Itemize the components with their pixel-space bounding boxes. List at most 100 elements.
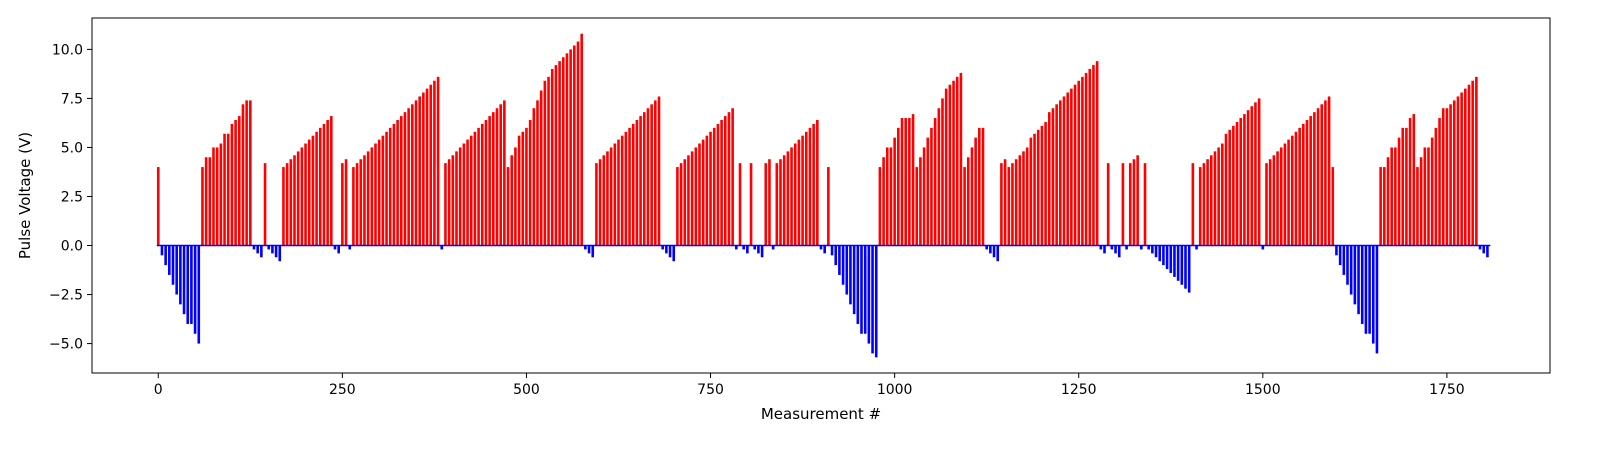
bar bbox=[705, 135, 709, 246]
bar bbox=[208, 157, 212, 246]
plot-frame bbox=[91, 17, 1551, 374]
bar bbox=[1081, 76, 1084, 246]
bar bbox=[723, 116, 727, 246]
bar bbox=[665, 245, 668, 254]
bar bbox=[1062, 96, 1066, 246]
bar bbox=[1033, 133, 1036, 246]
x-tick-label: 1000 bbox=[877, 382, 913, 398]
bar bbox=[926, 137, 930, 246]
bar bbox=[694, 147, 698, 246]
bar bbox=[492, 112, 495, 246]
bar bbox=[1309, 116, 1312, 246]
bar bbox=[1478, 245, 1482, 250]
bar bbox=[352, 167, 355, 246]
bar bbox=[1394, 147, 1397, 246]
bar bbox=[223, 133, 226, 246]
bar bbox=[878, 167, 882, 246]
y-tick-label: 5.0 bbox=[61, 140, 83, 156]
bar bbox=[1456, 96, 1460, 246]
bar bbox=[186, 245, 190, 324]
bar bbox=[160, 245, 164, 256]
bar bbox=[1088, 68, 1092, 246]
bar bbox=[525, 127, 528, 246]
bar bbox=[996, 245, 1000, 262]
bar bbox=[687, 155, 690, 246]
bar bbox=[469, 135, 473, 246]
bar bbox=[495, 108, 499, 246]
bar bbox=[1221, 143, 1224, 246]
bar bbox=[613, 143, 617, 246]
bar bbox=[804, 131, 808, 246]
bar bbox=[959, 72, 963, 246]
bar bbox=[1460, 92, 1463, 246]
bar bbox=[989, 245, 992, 254]
bar bbox=[1106, 163, 1110, 246]
bar bbox=[322, 123, 326, 246]
bar bbox=[1349, 245, 1353, 295]
bar bbox=[1475, 76, 1478, 246]
bar bbox=[1213, 151, 1217, 246]
bar bbox=[418, 96, 421, 246]
bar bbox=[1257, 98, 1261, 246]
bar bbox=[701, 139, 705, 246]
bar bbox=[554, 65, 558, 246]
bar bbox=[1331, 167, 1335, 246]
bar bbox=[282, 167, 285, 246]
bar bbox=[587, 245, 591, 254]
bar bbox=[746, 245, 749, 254]
bar bbox=[330, 116, 333, 246]
bar bbox=[1482, 245, 1486, 254]
bar bbox=[197, 245, 201, 344]
bar bbox=[201, 167, 204, 246]
bar bbox=[171, 245, 175, 285]
bar bbox=[517, 135, 521, 246]
bar bbox=[838, 245, 841, 275]
bar bbox=[569, 49, 572, 246]
bar bbox=[738, 163, 742, 246]
bar bbox=[602, 155, 606, 246]
y-tick-label: 2.5 bbox=[61, 189, 83, 205]
bar bbox=[793, 143, 797, 246]
bar bbox=[900, 118, 904, 246]
bar bbox=[735, 245, 738, 250]
bar bbox=[547, 76, 550, 246]
bar bbox=[1313, 112, 1316, 246]
bar bbox=[1040, 125, 1044, 246]
bar bbox=[742, 245, 745, 250]
bar bbox=[1268, 159, 1272, 246]
bar bbox=[1084, 72, 1088, 246]
bar bbox=[1357, 245, 1360, 315]
bar bbox=[1467, 84, 1471, 246]
bar bbox=[1423, 147, 1427, 246]
bar bbox=[1132, 159, 1136, 246]
bar bbox=[1486, 245, 1489, 258]
bar bbox=[473, 131, 477, 246]
bar bbox=[1073, 84, 1077, 246]
bar bbox=[1246, 110, 1250, 246]
bar bbox=[1316, 108, 1320, 246]
bar bbox=[403, 112, 407, 246]
bar bbox=[720, 119, 723, 246]
bar bbox=[1224, 133, 1228, 246]
bar bbox=[827, 167, 830, 246]
bar bbox=[779, 159, 782, 246]
bar bbox=[1209, 155, 1213, 246]
bar bbox=[816, 119, 819, 246]
bar bbox=[399, 116, 403, 246]
bar bbox=[260, 245, 263, 258]
bar bbox=[1044, 121, 1047, 246]
bar bbox=[970, 147, 974, 246]
bar bbox=[156, 167, 160, 246]
bar bbox=[657, 96, 661, 246]
bar bbox=[889, 147, 893, 246]
bar bbox=[1202, 163, 1206, 246]
bar bbox=[359, 159, 363, 246]
bar bbox=[422, 92, 425, 246]
bar bbox=[922, 147, 926, 246]
bar bbox=[304, 143, 307, 246]
bar bbox=[797, 139, 801, 246]
bar bbox=[771, 245, 775, 250]
bar bbox=[631, 123, 635, 246]
bar bbox=[1169, 245, 1173, 273]
